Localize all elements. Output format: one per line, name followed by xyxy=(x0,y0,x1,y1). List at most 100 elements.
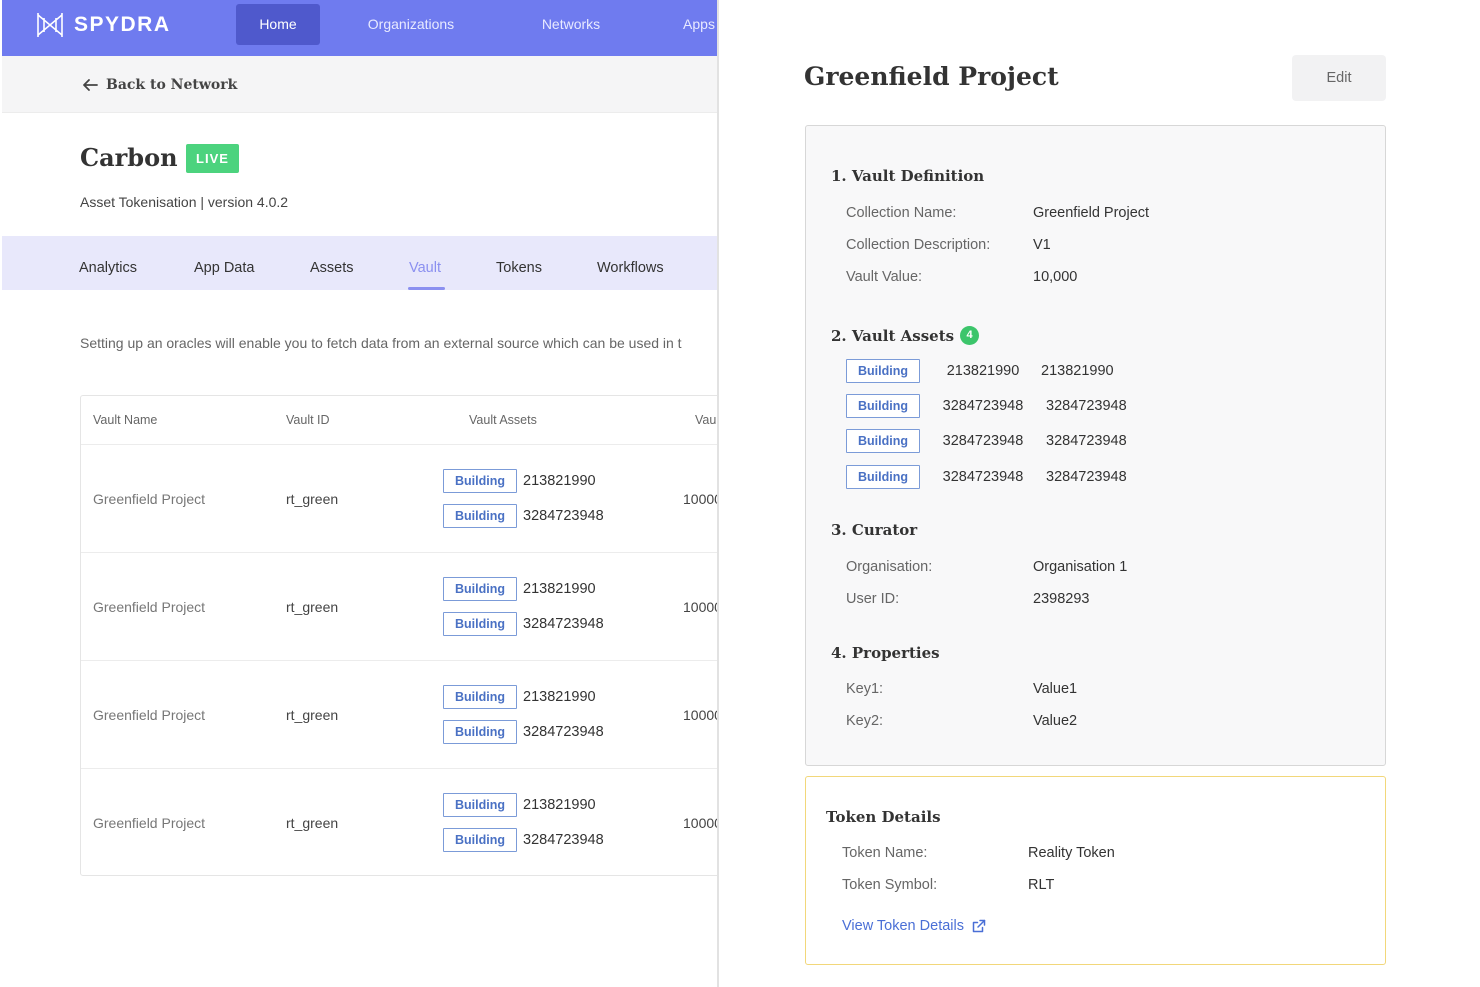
network-app-panel: SPYDRA Home Organizations Networks Apps … xyxy=(2,0,718,987)
asset-tag: Building xyxy=(443,793,517,817)
field-value: RLT xyxy=(1028,877,1055,893)
field-value: Value1 xyxy=(1033,681,1078,697)
field-label: User ID: xyxy=(846,591,900,607)
asset-id: 3284723948 xyxy=(942,398,1024,414)
field-value: Organisation 1 xyxy=(1033,559,1128,575)
asset-id: 3284723948 xyxy=(523,616,604,632)
asset-id: 213821990 xyxy=(523,797,596,813)
vault-value-cell: 10000 xyxy=(683,707,718,723)
asset-id: 213821990 xyxy=(523,473,596,489)
back-link-label: Back to Network xyxy=(106,77,238,93)
asset-tag: Building xyxy=(443,685,517,709)
external-link-icon xyxy=(972,919,986,933)
vault-info-text: Setting up an oracles will enable you to… xyxy=(80,335,682,351)
asset-id: 213821990 xyxy=(523,689,596,705)
table-row[interactable]: Greenfield Project rt_green Building 213… xyxy=(81,768,718,876)
field-label: Key1: xyxy=(846,681,884,697)
field-label: Key2: xyxy=(846,713,884,729)
field-value: Greenfield Project xyxy=(1033,205,1150,221)
asset-id: 3284723948 xyxy=(523,508,604,524)
network-subtitle: Asset Tokenisation | version 4.0.2 xyxy=(80,194,289,210)
token-section-title: Token Details xyxy=(826,808,941,826)
table-row[interactable]: Greenfield Project rt_green Building 213… xyxy=(81,660,718,768)
asset-tag: Building xyxy=(846,465,920,489)
asset-count-badge: 4 xyxy=(960,326,980,345)
section-title-label: 1. Vault Definition xyxy=(831,167,985,185)
vault-detail-title: Greenfield Project xyxy=(804,62,1059,91)
nav-organizations[interactable]: Organizations xyxy=(367,16,455,32)
vault-asset: Building 213821990 xyxy=(443,577,596,601)
tab-analytics[interactable]: Analytics xyxy=(79,260,138,276)
section-title-label: 3. Curator xyxy=(831,521,918,539)
view-token-details-label: View Token Details xyxy=(842,918,964,934)
asset-tag: Building xyxy=(846,429,920,453)
asset-tag: Building xyxy=(443,504,517,528)
brand-name: SPYDRA xyxy=(74,13,171,36)
nav-home[interactable]: Home xyxy=(236,4,320,45)
tab-workflows[interactable]: Workflows xyxy=(597,260,664,276)
table-row[interactable]: Greenfield Project rt_green Building 213… xyxy=(81,444,718,552)
asset-tag: Building xyxy=(443,577,517,601)
asset-id: 3284723948 xyxy=(942,433,1024,449)
asset-id: 3284723948 xyxy=(1046,469,1127,485)
asset-id: 3284723948 xyxy=(1046,398,1127,414)
field-value: V1 xyxy=(1033,237,1051,253)
token-details-card: Token Details Token Name: Reality Token … xyxy=(805,776,1386,965)
field-value: 10,000 xyxy=(1033,269,1078,285)
vault-value-cell: 10000 xyxy=(683,599,718,615)
edit-button[interactable]: Edit xyxy=(1292,55,1386,101)
asset-tag: Building xyxy=(443,469,517,493)
field-value: Value2 xyxy=(1033,713,1078,729)
vault-asset-row: Building 3284723948 3284723948 xyxy=(846,394,1127,418)
vault-value-cell: 10000 xyxy=(683,491,718,507)
asset-id: 213821990 xyxy=(946,363,1020,379)
tab-app-data[interactable]: App Data xyxy=(194,260,255,276)
vault-name-cell: Greenfield Project xyxy=(93,599,206,615)
tab-tokens[interactable]: Tokens xyxy=(496,260,542,276)
vault-id-cell: rt_green xyxy=(286,815,339,831)
asset-id: 3284723948 xyxy=(1046,433,1127,449)
vault-asset: Building 3284723948 xyxy=(443,612,604,636)
vault-asset-row: Building 3284723948 3284723948 xyxy=(846,465,1127,489)
vault-asset: Building 213821990 xyxy=(443,793,596,817)
tab-assets[interactable]: Assets xyxy=(310,260,354,276)
network-title: Carbon xyxy=(80,143,178,172)
table-row[interactable]: Greenfield Project rt_green Building 213… xyxy=(81,552,718,660)
column-header: Vau xyxy=(695,413,717,427)
asset-tag: Building xyxy=(443,720,517,744)
asset-id: 3284723948 xyxy=(523,724,604,740)
section-title-label: 4. Properties xyxy=(831,644,940,662)
column-header: Vault ID xyxy=(286,413,330,427)
view-token-details-link[interactable]: View Token Details xyxy=(842,918,986,934)
nav-apps[interactable]: Apps xyxy=(683,16,715,32)
arrow-left-icon xyxy=(83,79,98,91)
spydra-logo-icon xyxy=(37,13,63,37)
field-value: 2398293 xyxy=(1033,591,1090,607)
top-navigation: SPYDRA Home Organizations Networks Apps xyxy=(2,0,718,56)
tab-vault[interactable]: Vault xyxy=(409,260,441,276)
vault-id-cell: rt_green xyxy=(286,707,339,723)
vault-asset: Building 213821990 xyxy=(443,469,596,493)
asset-id: 213821990 xyxy=(1041,363,1114,379)
active-tab-indicator xyxy=(408,287,445,290)
field-label: Vault Value: xyxy=(846,269,923,285)
vault-name-cell: Greenfield Project xyxy=(93,491,206,507)
asset-tag: Building xyxy=(846,359,920,383)
vault-table: Vault Name Vault ID Vault Assets Vau Gre… xyxy=(80,395,718,876)
vault-name-cell: Greenfield Project xyxy=(93,815,206,831)
vault-id-cell: rt_green xyxy=(286,599,339,615)
section-title-properties: 4. Properties xyxy=(831,644,940,662)
status-badge: LIVE xyxy=(186,144,239,173)
asset-tag: Building xyxy=(846,394,920,418)
nav-networks[interactable]: Networks xyxy=(541,16,601,32)
field-label: Token Name: xyxy=(842,845,928,861)
column-header: Vault Assets xyxy=(469,413,537,427)
asset-id: 3284723948 xyxy=(523,832,604,848)
vault-value-cell: 10000 xyxy=(683,815,718,831)
panel-divider xyxy=(717,0,719,987)
section-title-label: 2. Vault Assets xyxy=(831,326,955,345)
field-label: Collection Description: xyxy=(846,237,991,253)
vault-asset: Building 213821990 xyxy=(443,685,596,709)
back-to-network-link[interactable]: Back to Network xyxy=(82,77,237,93)
network-tabs: Analytics App Data Assets Vault Tokens W… xyxy=(2,236,718,290)
